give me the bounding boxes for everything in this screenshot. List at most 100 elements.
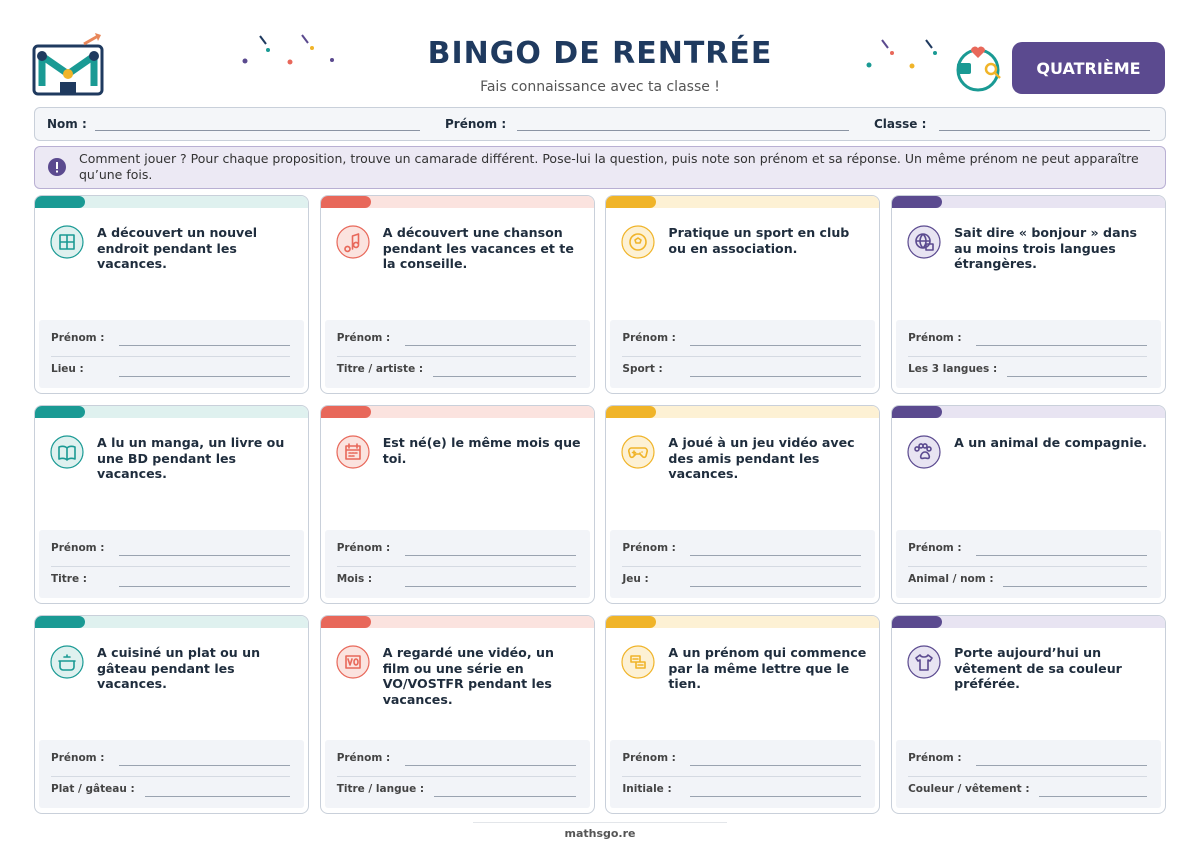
answer-label: Plat / gâteau : <box>51 783 135 795</box>
logo <box>32 33 104 96</box>
card-icon <box>907 645 941 679</box>
answer-line <box>404 555 576 556</box>
answer-line <box>690 586 862 587</box>
card-prompt: Porte aujourd’hui un vêtement de sa coul… <box>954 645 1122 691</box>
card-prompt: A joué à un jeu vidéo avec des amis pend… <box>668 435 855 481</box>
card-icon <box>621 645 655 679</box>
separator <box>908 566 1148 567</box>
card-bar <box>892 196 1166 208</box>
card-accent <box>320 406 371 418</box>
card-icon <box>621 225 655 259</box>
answer-line <box>119 765 290 766</box>
bingo-card: A un prénom qui commence par la même let… <box>605 615 881 814</box>
answer-line <box>119 586 290 587</box>
answer-line <box>432 376 576 377</box>
card-accent <box>320 196 371 208</box>
answer-line <box>690 376 862 377</box>
answer-label: Prénom : <box>622 332 676 344</box>
answer-line <box>690 345 862 346</box>
separator <box>622 776 862 777</box>
answer-box: Prénom : Sport : <box>610 320 876 388</box>
answer-line <box>404 765 576 766</box>
card-prompt: Est né(e) le même mois que toi. <box>382 435 581 466</box>
card-bar <box>606 616 880 628</box>
card-accent <box>35 406 85 418</box>
card-bar <box>606 406 880 418</box>
info-icon <box>48 158 66 176</box>
answer-box: Prénom : Plat / gâteau : <box>39 740 304 808</box>
card-prompt: Pratique un sport en club ou en associat… <box>668 225 850 256</box>
answer-box: Prénom : Initiale : <box>610 740 876 808</box>
answer-line <box>119 555 290 556</box>
answer-label: Prénom : <box>622 752 676 764</box>
answer-box: Prénom : Mois : <box>324 530 590 598</box>
separator <box>336 566 576 567</box>
card-icon <box>336 645 370 679</box>
answer-line <box>976 345 1148 346</box>
answer-line <box>145 796 290 797</box>
name-bar: Nom : Prénom : Classe : <box>34 107 1166 141</box>
card-icon <box>50 225 84 259</box>
answer-label: Prénom : <box>622 542 676 554</box>
separator <box>622 356 862 357</box>
people-icon <box>956 46 1001 92</box>
field-line <box>939 130 1150 131</box>
answer-label: Prénom : <box>908 332 962 344</box>
separator <box>336 776 576 777</box>
answer-label: Couleur / vêtement : <box>908 783 1030 795</box>
answer-label: Titre : <box>51 573 87 585</box>
card-accent <box>320 616 371 628</box>
card-bar <box>320 616 594 628</box>
card-prompt: A un animal de compagnie. <box>954 435 1147 450</box>
answer-line <box>119 345 290 346</box>
answer-line <box>690 555 862 556</box>
answer-label: Les 3 langues : <box>908 363 998 375</box>
instructions: Comment jouer ? Pour chaque proposition,… <box>79 151 1139 182</box>
answer-label: Prénom : <box>51 752 105 764</box>
subtitle: Fais connaissance avec ta classe ! <box>480 79 720 95</box>
field-line <box>517 130 849 131</box>
answer-label: Titre / artiste : <box>336 363 424 375</box>
bingo-card: A cuisiné un plat ou un gâteau pendant l… <box>34 615 309 814</box>
answer-label: Prénom : <box>51 542 105 554</box>
card-bar <box>320 406 594 418</box>
answer-line <box>119 376 290 377</box>
field-label: Nom : <box>47 117 87 131</box>
field-label: Prénom : <box>445 117 507 131</box>
bingo-card: A joué à un jeu vidéo avec des amis pend… <box>605 405 881 604</box>
answer-box: Prénom : Animal / nom : <box>896 530 1162 598</box>
card-icon <box>50 645 84 679</box>
bingo-card: A découvert une chanson pendant les vaca… <box>319 195 595 394</box>
bingo-card: Est né(e) le même mois que toi. Prénom : M… <box>319 405 595 604</box>
field-line <box>95 130 420 131</box>
card-accent <box>606 196 657 208</box>
card-accent <box>892 196 943 208</box>
card-accent <box>606 616 657 628</box>
card-accent <box>892 616 943 628</box>
instructions-box: Comment jouer ? Pour chaque proposition,… <box>34 146 1166 189</box>
footer-rule <box>473 822 727 823</box>
separator <box>51 776 290 777</box>
confetti <box>242 34 937 69</box>
answer-label: Prénom : <box>336 752 391 764</box>
card-bar <box>35 616 308 628</box>
card-accent <box>606 406 657 418</box>
title: BINGO DE RENTRÉE <box>427 36 773 71</box>
card-accent <box>35 616 85 628</box>
answer-line <box>690 796 862 797</box>
card-accent <box>892 406 943 418</box>
card-icon <box>336 435 370 469</box>
card-prompt: A lu un manga, un livre ou une BD pendan… <box>97 435 285 481</box>
answer-box: Prénom : Titre / artiste : <box>324 320 590 388</box>
bingo-card: A lu un manga, un livre ou une BD pendan… <box>34 405 309 604</box>
level-badge: QUATRIÈME <box>1012 42 1165 94</box>
answer-line <box>976 555 1148 556</box>
answer-label: Prénom : <box>51 332 105 344</box>
answer-box: Prénom : Couleur / vêtement : <box>896 740 1162 808</box>
card-prompt: A regardé une vidéo, un film ou une séri… <box>382 645 554 707</box>
answer-line <box>976 765 1148 766</box>
footer: mathsgo.re <box>564 827 636 840</box>
card-prompt: Sait dire « bonjour » dans au moins troi… <box>954 225 1138 271</box>
answer-label: Mois : <box>336 573 373 585</box>
